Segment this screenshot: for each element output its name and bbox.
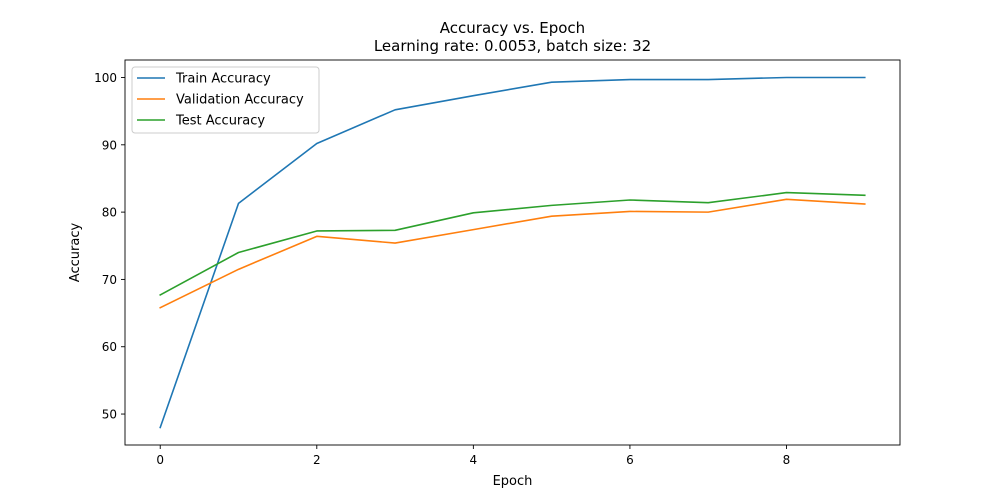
- legend-label: Train Accuracy: [175, 72, 271, 87]
- chart-subtitle: Learning rate: 0.0053, batch size: 32: [374, 37, 651, 55]
- series-line-validation-accuracy: [159, 198, 866, 309]
- series-line-test-accuracy: [159, 191, 866, 296]
- y-tick-label: 100: [94, 71, 117, 85]
- y-tick-label: 80: [102, 206, 117, 220]
- legend: Train Accuracy Validation Accuracy Test Ac…: [131, 66, 320, 134]
- legend-label: Validation Accuracy: [176, 93, 304, 108]
- series-line-train-accuracy: [159, 76, 866, 429]
- x-axis-label: Epoch: [493, 474, 533, 489]
- x-tick-label: 0: [156, 453, 164, 467]
- legend-label: Test Accuracy: [175, 114, 265, 129]
- chart-title: Accuracy vs. Epoch: [440, 19, 585, 37]
- series-layer: [159, 76, 866, 429]
- y-tick-label: 90: [102, 138, 117, 152]
- x-tick-label: 4: [470, 453, 478, 467]
- legend-items: Train Accuracy Validation Accuracy Test Ac…: [137, 72, 304, 129]
- y-axis-label: Accuracy: [68, 223, 83, 283]
- y-tick-label: 70: [102, 273, 117, 287]
- x-tick-label: 2: [313, 453, 321, 467]
- y-tick-label: 50: [102, 408, 117, 422]
- y-axis-ticks: 50 60 70 80 90 100: [94, 71, 125, 422]
- legend-box: [131, 66, 320, 134]
- y-tick-label: 60: [102, 340, 117, 354]
- x-tick-label: 6: [626, 453, 634, 467]
- x-axis-ticks: 0 2 4 6 8: [156, 445, 790, 467]
- x-tick-label: 8: [783, 453, 791, 467]
